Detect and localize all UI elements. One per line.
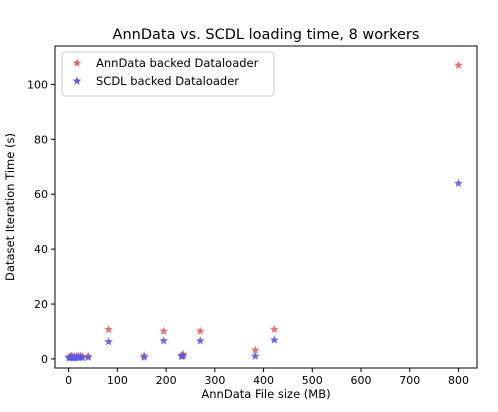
legend-marker-anndata (72, 58, 82, 67)
scdl-point-8 (77, 352, 87, 362)
anndata-point-18 (454, 60, 463, 69)
x-tick-label: 300 (204, 374, 225, 387)
x-tick-label: 400 (253, 374, 274, 387)
legend-label-anndata: AnnData backed Dataloader (96, 56, 259, 70)
scdl-point-17 (269, 335, 279, 344)
y-tick-label: 60 (34, 188, 48, 201)
y-tick-label: 0 (41, 353, 48, 366)
x-tick-label: 200 (156, 374, 177, 387)
legend-marker-scdl (72, 76, 82, 85)
anndata-point-16 (250, 345, 260, 354)
anndata-point-10 (104, 324, 113, 334)
plot-area (54, 45, 478, 369)
y-tick-label: 40 (34, 243, 48, 256)
scdl-point-18 (454, 178, 463, 187)
x-tick-label: 500 (302, 374, 323, 387)
x-tick-label: 800 (448, 374, 469, 387)
x-tick-label: 0 (65, 374, 72, 387)
scdl-point-14 (178, 351, 188, 360)
chart-marks (64, 60, 463, 362)
legend-star-anndata (72, 58, 82, 67)
anndata-point-15 (195, 326, 205, 335)
legend-label-scdl: SCDL backed Dataloader (96, 74, 239, 88)
y-tick-label: 80 (34, 133, 48, 146)
scdl-point-10 (104, 337, 113, 346)
scdl-point-15 (195, 336, 205, 345)
x-tick-label: 600 (351, 374, 372, 387)
legend-box (61, 51, 275, 97)
legend-star-scdl (72, 76, 82, 85)
anndata-point-17 (269, 324, 279, 334)
chart-title: AnnData vs. SCDL loading time, 8 workers (113, 27, 420, 43)
x-tick-label: 700 (399, 374, 420, 387)
y-tick-label: 100 (27, 78, 48, 91)
y-axis: 0 20 40 60 80 100 (27, 78, 55, 366)
y-tick-label: 20 (34, 298, 48, 311)
scdl-point-16 (250, 351, 260, 360)
y-axis-label: Dataset Iteration Time (s) (3, 133, 17, 281)
x-axis-label: AnnData File size (MB) (201, 387, 330, 401)
x-tick-label: 100 (107, 374, 128, 387)
scdl-point-12 (159, 336, 169, 345)
scdl-point-11 (139, 352, 149, 362)
scdl-point-9 (83, 352, 93, 362)
legend: AnnData backed Dataloader SCDL backed Da… (61, 51, 275, 97)
anndata-point-12 (159, 326, 169, 335)
x-axis: 0 100 200 300 400 500 600 700 800 (65, 368, 469, 387)
